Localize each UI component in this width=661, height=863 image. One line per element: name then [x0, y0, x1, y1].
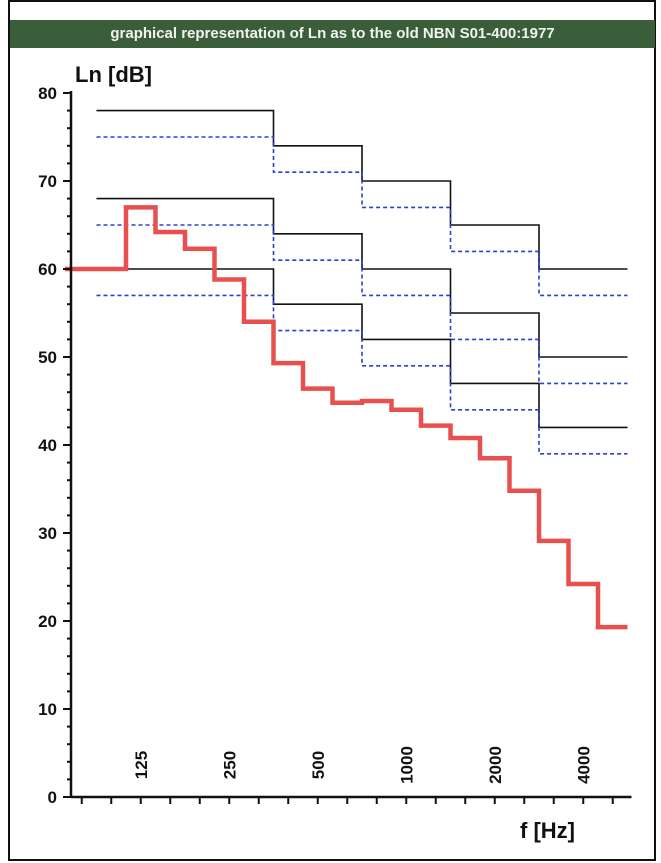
limit-curve-limit_solid-5	[96, 268, 628, 429]
y-tick-label: 70	[38, 172, 57, 191]
y-tick-label: 50	[38, 348, 57, 367]
y-tick-label: 30	[38, 524, 57, 543]
chart-frame	[8, 0, 656, 861]
x-axis-label: f [Hz]	[520, 818, 575, 843]
limit-curve-limit_dashed-6	[96, 294, 628, 455]
x-octave-label: 4000	[574, 746, 593, 784]
limit-curve-limit_dashed-2	[96, 136, 628, 297]
y-tick-label: 60	[38, 260, 57, 279]
measured-curve	[65, 205, 628, 630]
limit-curve-limit_dashed-4	[96, 224, 628, 385]
y-tick-label: 40	[38, 436, 57, 455]
chart-title: graphical representation of Ln as to the…	[10, 20, 655, 48]
x-octave-label: 250	[220, 751, 239, 779]
limit-curve-limit_solid-1	[96, 109, 628, 270]
y-tick-label: 0	[48, 788, 57, 807]
y-tick-label: 80	[38, 84, 57, 103]
limit-curves	[96, 109, 628, 455]
measured-step-line	[65, 205, 628, 630]
x-octave-label: 1000	[397, 746, 416, 784]
x-octave-label: 125	[132, 751, 151, 779]
y-tick-label: 10	[38, 700, 57, 719]
x-octave-label: 2000	[486, 746, 505, 784]
y-axis-label: Ln [dB]	[75, 62, 152, 87]
x-octave-label: 500	[309, 751, 328, 779]
limit-curve-limit_solid-3	[96, 197, 628, 358]
axes: 0 10 20 30 40 50 60 70 80 125 250 500 1000 2000 4000	[38, 84, 632, 807]
y-tick-label: 20	[38, 612, 57, 631]
